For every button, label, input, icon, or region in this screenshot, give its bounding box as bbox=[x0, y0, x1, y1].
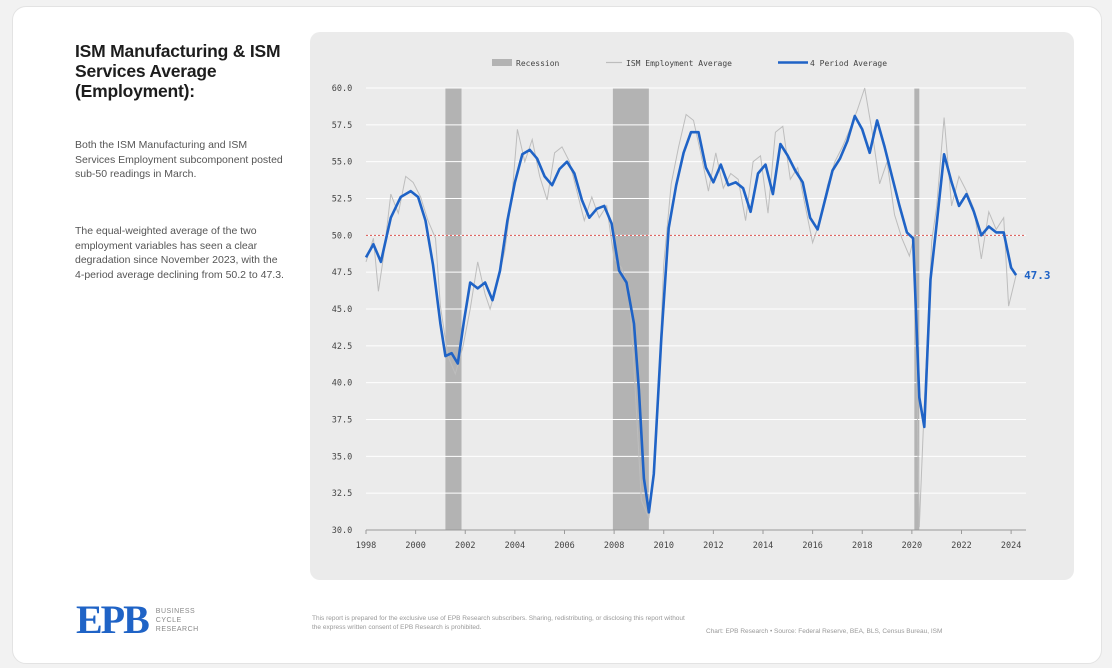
x-tick-label: 2024 bbox=[1001, 541, 1021, 551]
summary-paragraph-1: Both the ISM Manufacturing and ISM Servi… bbox=[75, 139, 283, 181]
series-line-average bbox=[364, 114, 1018, 514]
x-tick-label: 2000 bbox=[405, 541, 425, 551]
logo-sub-line: RESEARCH bbox=[155, 625, 199, 633]
y-tick-label: 45.0 bbox=[332, 305, 352, 315]
summary-paragraph-2: The equal-weighted average of the two em… bbox=[75, 225, 284, 281]
y-tick-label: 32.5 bbox=[332, 489, 352, 499]
y-tick-label: 35.0 bbox=[332, 452, 352, 462]
y-tick-label: 57.5 bbox=[332, 121, 352, 131]
x-tick-label: 2012 bbox=[703, 541, 723, 551]
logo-sub-line: CYCLE bbox=[155, 616, 182, 624]
logo-sub-line: BUSINESS bbox=[155, 607, 196, 615]
y-tick-label: 52.5 bbox=[332, 195, 352, 205]
y-tick-label: 42.5 bbox=[332, 342, 352, 352]
chart-legend: Recession ISM Employment Average 4 Period … bbox=[492, 59, 887, 68]
y-tick-label: 47.5 bbox=[332, 268, 352, 278]
legend-label: 4 Period Average bbox=[810, 59, 887, 68]
line-chart: Recession ISM Employment Average 4 Period … bbox=[332, 59, 1051, 551]
x-tick-label: 2004 bbox=[505, 541, 525, 551]
legend-swatch-recession bbox=[492, 59, 512, 66]
logo-mark: EPB bbox=[76, 597, 150, 642]
series-group bbox=[364, 87, 1018, 528]
x-tick-label: 2018 bbox=[852, 541, 872, 551]
disclaimer-text: This report is prepared for the exclusiv… bbox=[312, 615, 685, 631]
y-tick-label: 50.0 bbox=[332, 231, 352, 241]
chart-panel: Recession ISM Employment Average 4 Period … bbox=[310, 32, 1074, 580]
y-axis-ticks: 30.0 32.5 35.0 37.5 40.0 42.5 45.0 47.5 50.0 52.5… bbox=[332, 84, 352, 536]
y-tick-label: 55.0 bbox=[332, 158, 352, 168]
x-tick-label: 2006 bbox=[554, 541, 574, 551]
x-tick-label: 2008 bbox=[604, 541, 624, 551]
y-tick-label: 60.0 bbox=[332, 84, 352, 94]
page-title: ISM Manufacturing & ISM Services Average… bbox=[75, 41, 281, 101]
x-tick-label: 2022 bbox=[951, 541, 971, 551]
source-note: Chart: EPB Research • Source: Federal Re… bbox=[706, 628, 943, 635]
x-tick-label: 2002 bbox=[455, 541, 475, 551]
y-tick-label: 40.0 bbox=[332, 379, 352, 389]
logo-subtitle: BUSINESS CYCLE RESEARCH bbox=[156, 607, 199, 634]
end-label-group: 47.3 bbox=[1024, 269, 1051, 282]
x-tick-label: 2014 bbox=[753, 541, 773, 551]
x-tick-label: 1998 bbox=[356, 541, 376, 551]
x-tick-label: 2010 bbox=[654, 541, 674, 551]
y-tick-label: 30.0 bbox=[332, 526, 352, 536]
epb-logo: EPB BUSINESS CYCLE RESEARCH bbox=[76, 600, 199, 640]
legend-label: ISM Employment Average bbox=[626, 59, 732, 68]
x-tick-label: 2016 bbox=[802, 541, 822, 551]
end-value-label: 47.3 bbox=[1024, 269, 1051, 282]
x-axis-ticks: 1998 2000 2002 2004 2006 2008 2010 2012 2014 2016… bbox=[356, 529, 1026, 551]
y-tick-label: 37.5 bbox=[332, 416, 352, 426]
x-tick-label: 2020 bbox=[902, 541, 922, 551]
legend-label: Recession bbox=[516, 59, 560, 68]
